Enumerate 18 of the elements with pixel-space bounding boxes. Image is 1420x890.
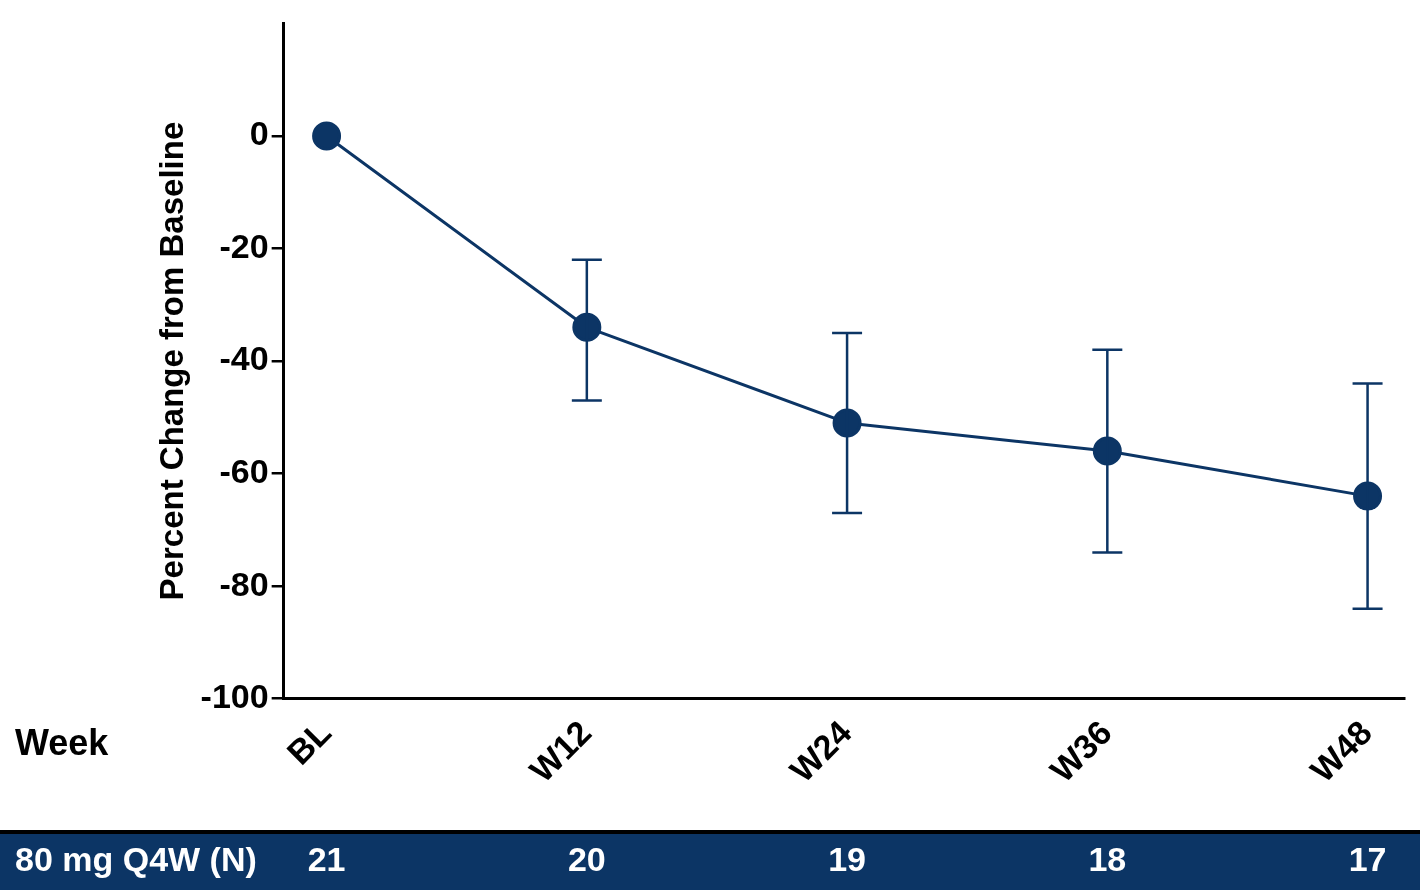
text: 19 (828, 840, 866, 879)
point (312, 121, 342, 151)
y-tick-label: 0 (249, 114, 269, 153)
text: 20 (567, 840, 606, 879)
x-tick-label: BL (279, 712, 339, 772)
y-tick-label: -60 (219, 451, 269, 490)
text: 21 (307, 840, 346, 879)
point (832, 408, 862, 438)
y-tick-label: -80 (219, 564, 269, 603)
x-axis-title: Week (15, 721, 110, 763)
y-tick-label: -40 (219, 339, 269, 378)
point (572, 312, 602, 342)
text: 80 mg Q4W (N) (15, 840, 257, 879)
y-tick-label: -20 (219, 226, 269, 265)
y-axis-title: Percent Change from Baseline (152, 121, 190, 601)
text: 18 (1088, 840, 1127, 879)
text: 17 (1348, 840, 1387, 879)
y-tick-label: -100 (200, 677, 269, 716)
